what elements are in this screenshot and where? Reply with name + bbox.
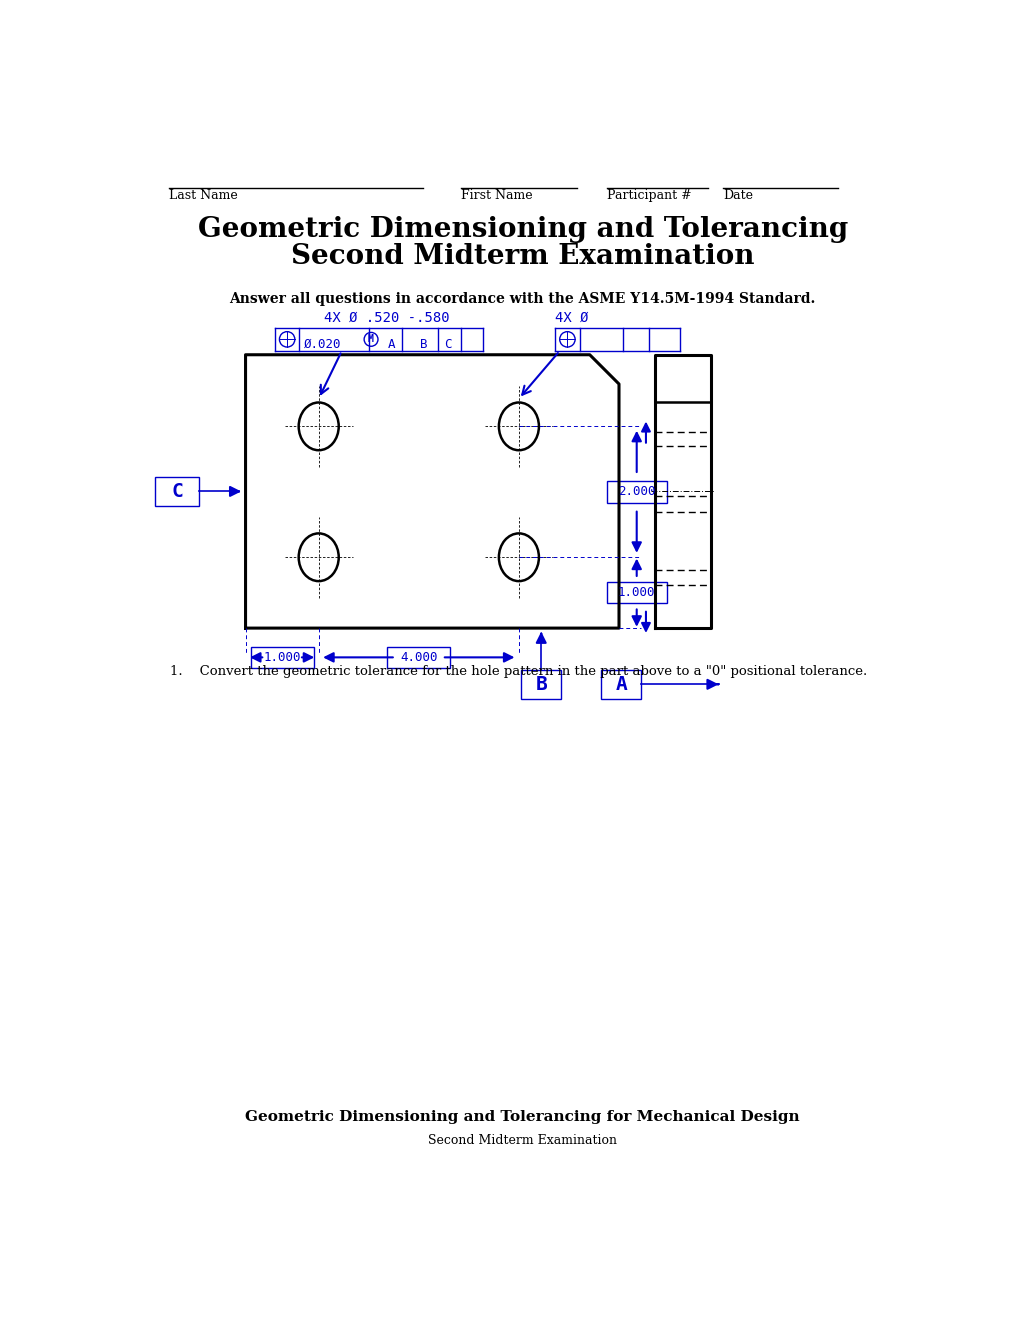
Text: C: C — [171, 482, 182, 500]
Text: Answer all questions in accordance with the ASME Y14.5M-1994 Standard.: Answer all questions in accordance with … — [229, 292, 815, 305]
Text: B: B — [419, 338, 427, 351]
Text: 4.000: 4.000 — [399, 651, 437, 664]
Text: C: C — [444, 338, 451, 351]
Text: 1.000: 1.000 — [263, 651, 301, 664]
Text: A: A — [614, 675, 627, 694]
Text: Participant #: Participant # — [607, 189, 692, 202]
Bar — [606, 480, 666, 503]
Bar — [251, 647, 314, 668]
Text: 2.000: 2.000 — [618, 486, 655, 499]
Text: Geometric Dimensioning and Tolerancing: Geometric Dimensioning and Tolerancing — [198, 215, 847, 243]
Text: 4X Ø .520 -.580: 4X Ø .520 -.580 — [324, 310, 449, 325]
Text: B: B — [535, 675, 546, 694]
Bar — [521, 669, 560, 700]
Bar — [387, 647, 450, 668]
Bar — [601, 669, 641, 700]
Text: 4X Ø: 4X Ø — [554, 310, 588, 325]
Text: M: M — [368, 334, 374, 345]
Text: Ø.020: Ø.020 — [304, 338, 341, 351]
Text: Second Midterm Examination: Second Midterm Examination — [290, 243, 754, 271]
Text: 1.000: 1.000 — [618, 586, 655, 599]
Text: 1.    Convert the geometric tolerance for the hole pattern in the part above to : 1. Convert the geometric tolerance for t… — [170, 665, 866, 678]
Text: Last Name: Last Name — [168, 189, 237, 202]
Text: Geometric Dimensioning and Tolerancing for Mechanical Design: Geometric Dimensioning and Tolerancing f… — [246, 1110, 799, 1125]
Bar — [155, 477, 199, 506]
Text: First Name: First Name — [461, 189, 532, 202]
Bar — [606, 582, 666, 603]
Text: Date: Date — [722, 189, 752, 202]
Text: Second Midterm Examination: Second Midterm Examination — [428, 1134, 616, 1147]
Text: A: A — [387, 338, 395, 351]
